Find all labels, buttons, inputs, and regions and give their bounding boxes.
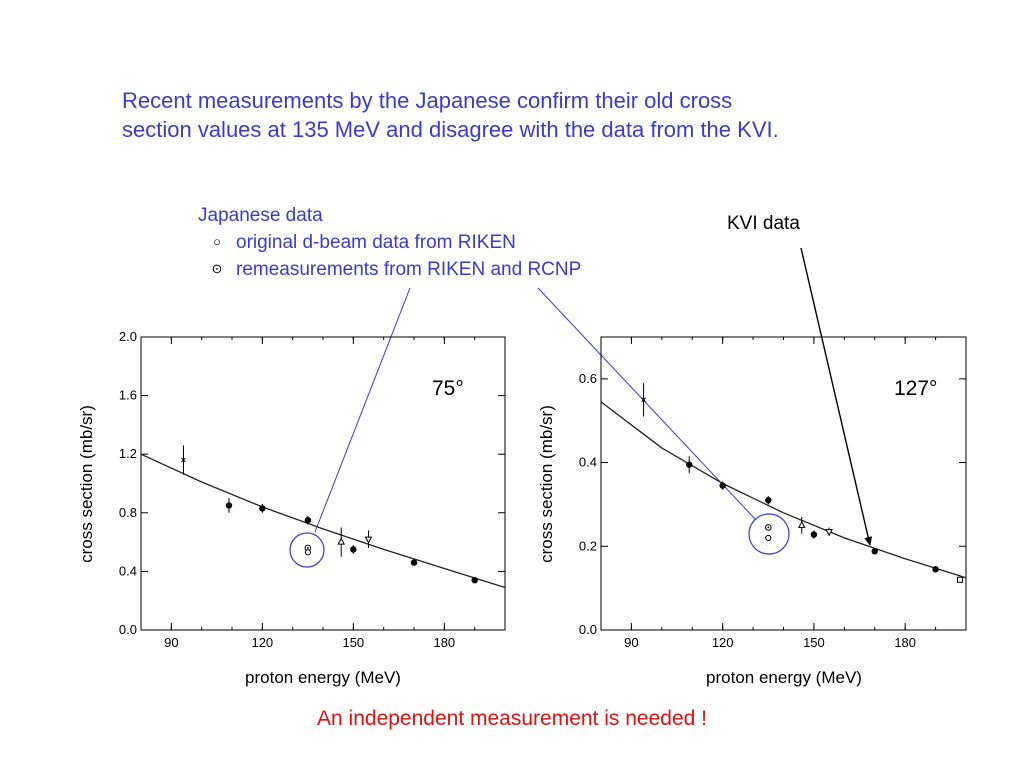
kvi-arrow xyxy=(800,247,873,546)
chart-127-deg: 127° proton energy (MeV) cross section (… xyxy=(537,336,967,687)
y-axis-label: cross section (mb/sr) xyxy=(77,405,96,563)
data-point-open xyxy=(765,534,772,542)
x-tick-label: 150 xyxy=(803,635,825,650)
legend-item-remeasurements: ⊙ remeasurements from RIKEN and RCNP xyxy=(209,259,582,281)
data-point-square xyxy=(956,576,963,583)
data-point-open xyxy=(304,549,311,556)
x-tick-label: 120 xyxy=(251,635,273,650)
data-point xyxy=(304,516,312,524)
fit-curve xyxy=(140,453,506,589)
data-points xyxy=(641,383,963,583)
legend-item-label: remeasurements from RIKEN and RCNP xyxy=(236,259,582,280)
y-tick-label: 1.6 xyxy=(119,388,137,403)
y-axis-label: cross section (mb/sr) xyxy=(537,405,556,563)
data-point-triangle-down xyxy=(825,529,833,537)
data-point xyxy=(810,531,818,538)
x-tick-label: 150 xyxy=(342,635,364,650)
fit-curve-line xyxy=(140,453,506,589)
data-point xyxy=(765,497,772,504)
y-tick-label: 0.4 xyxy=(119,563,137,578)
x-tick-label: 180 xyxy=(433,635,455,650)
axis-ticks: 90 120 150 180 0.0 0.2 0.4 0.6 xyxy=(579,337,967,650)
data-point-triangle xyxy=(797,520,806,528)
data-point-cross xyxy=(641,397,646,403)
headline-line-2: section values at 135 MeV and disagree w… xyxy=(122,117,779,142)
axis-ticks: 90 120 150 180 0.0 0.4 0.8 1.2 1.6 2.0 xyxy=(119,329,506,650)
y-tick-label: 0.0 xyxy=(579,622,597,637)
x-tick-label: 180 xyxy=(894,635,916,650)
y-tick-label: 0.2 xyxy=(579,538,597,553)
chart-75-deg: 75° proton energy (MeV) cross section (m… xyxy=(77,329,506,687)
data-point-cross xyxy=(181,457,186,463)
data-point-triangle xyxy=(337,537,346,545)
y-tick-label: 0.4 xyxy=(579,455,597,470)
data-point xyxy=(471,576,478,584)
kvi-data-label: KVI data xyxy=(727,213,800,234)
y-tick-label: 0.6 xyxy=(579,371,597,386)
data-point xyxy=(259,505,266,512)
conclusion-text: An independent measurement is needed ! xyxy=(317,707,707,730)
data-point xyxy=(686,461,693,468)
data-point xyxy=(719,482,726,489)
y-tick-label: 0.0 xyxy=(119,622,137,637)
x-tick-label: 90 xyxy=(624,635,638,650)
data-point-remeasured-dot xyxy=(767,526,770,529)
x-axis-label: proton energy (MeV) xyxy=(245,668,401,687)
data-point xyxy=(871,548,878,555)
headline: Recent measurements by the Japanese conf… xyxy=(122,86,922,144)
dot-circle-icon: ⊙ xyxy=(211,261,223,276)
x-tick-label: 90 xyxy=(164,635,178,650)
fit-curve-line xyxy=(600,401,967,579)
data-point xyxy=(225,502,233,509)
legend-title: Japanese data xyxy=(198,205,323,226)
open-circle-icon: ○ xyxy=(213,234,221,249)
headline-line-1: Recent measurements by the Japanese conf… xyxy=(122,88,733,113)
callout-circle-right xyxy=(748,513,790,555)
x-tick-label: 120 xyxy=(712,635,734,650)
data-point xyxy=(410,559,418,566)
y-tick-label: 0.8 xyxy=(119,505,137,520)
data-point xyxy=(932,566,939,573)
angle-annotation: 127° xyxy=(894,377,937,400)
data-points xyxy=(181,445,478,584)
legend-item-label: original d-beam data from RIKEN xyxy=(236,232,516,253)
y-tick-label: 2.0 xyxy=(119,329,137,344)
fit-curve xyxy=(600,401,967,579)
callout-circle-left xyxy=(289,532,325,568)
data-point xyxy=(350,546,357,553)
angle-annotation: 75° xyxy=(432,377,464,400)
x-axis-label: proton energy (MeV) xyxy=(706,668,862,687)
data-point-triangle-down xyxy=(364,536,373,544)
callout-line-left xyxy=(314,287,411,533)
data-point-remeasured-dot xyxy=(306,547,309,549)
y-tick-label: 1.2 xyxy=(119,446,137,461)
legend-item-original: ○ original d-beam data from RIKEN xyxy=(209,232,516,254)
